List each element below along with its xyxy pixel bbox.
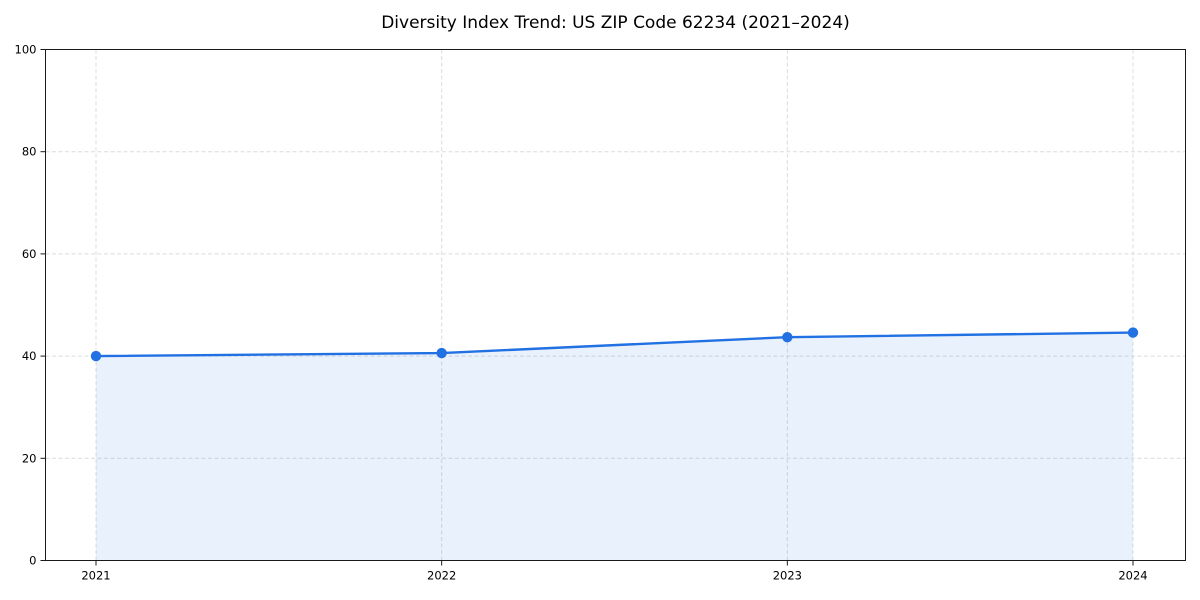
data-point-marker-2022	[436, 347, 447, 359]
data-point-marker-2023	[782, 331, 793, 343]
data-point-marker-2021	[90, 350, 102, 362]
data-point-marker-2024	[1127, 327, 1139, 338]
area-fill	[96, 332, 1133, 561]
y-tick-label-20: 20	[22, 451, 37, 465]
x-tick-label-2024: 2024	[1118, 569, 1147, 583]
y-tick-label-0: 0	[29, 554, 36, 568]
y-tick-label-100: 100	[15, 43, 37, 57]
x-tick-label-2022: 2022	[427, 569, 456, 583]
trend-line	[94, 331, 1135, 358]
plot-border	[45, 49, 1186, 561]
y-tick-label-60: 60	[22, 247, 37, 261]
chart-title: Diversity Index Trend: US ZIP Code 62234…	[381, 13, 850, 33]
y-tick-label-40: 40	[22, 349, 37, 363]
y-tick-label-80: 80	[22, 145, 37, 159]
x-tick-label-2023: 2023	[773, 569, 802, 583]
x-tick-label-2021: 2021	[81, 569, 110, 583]
